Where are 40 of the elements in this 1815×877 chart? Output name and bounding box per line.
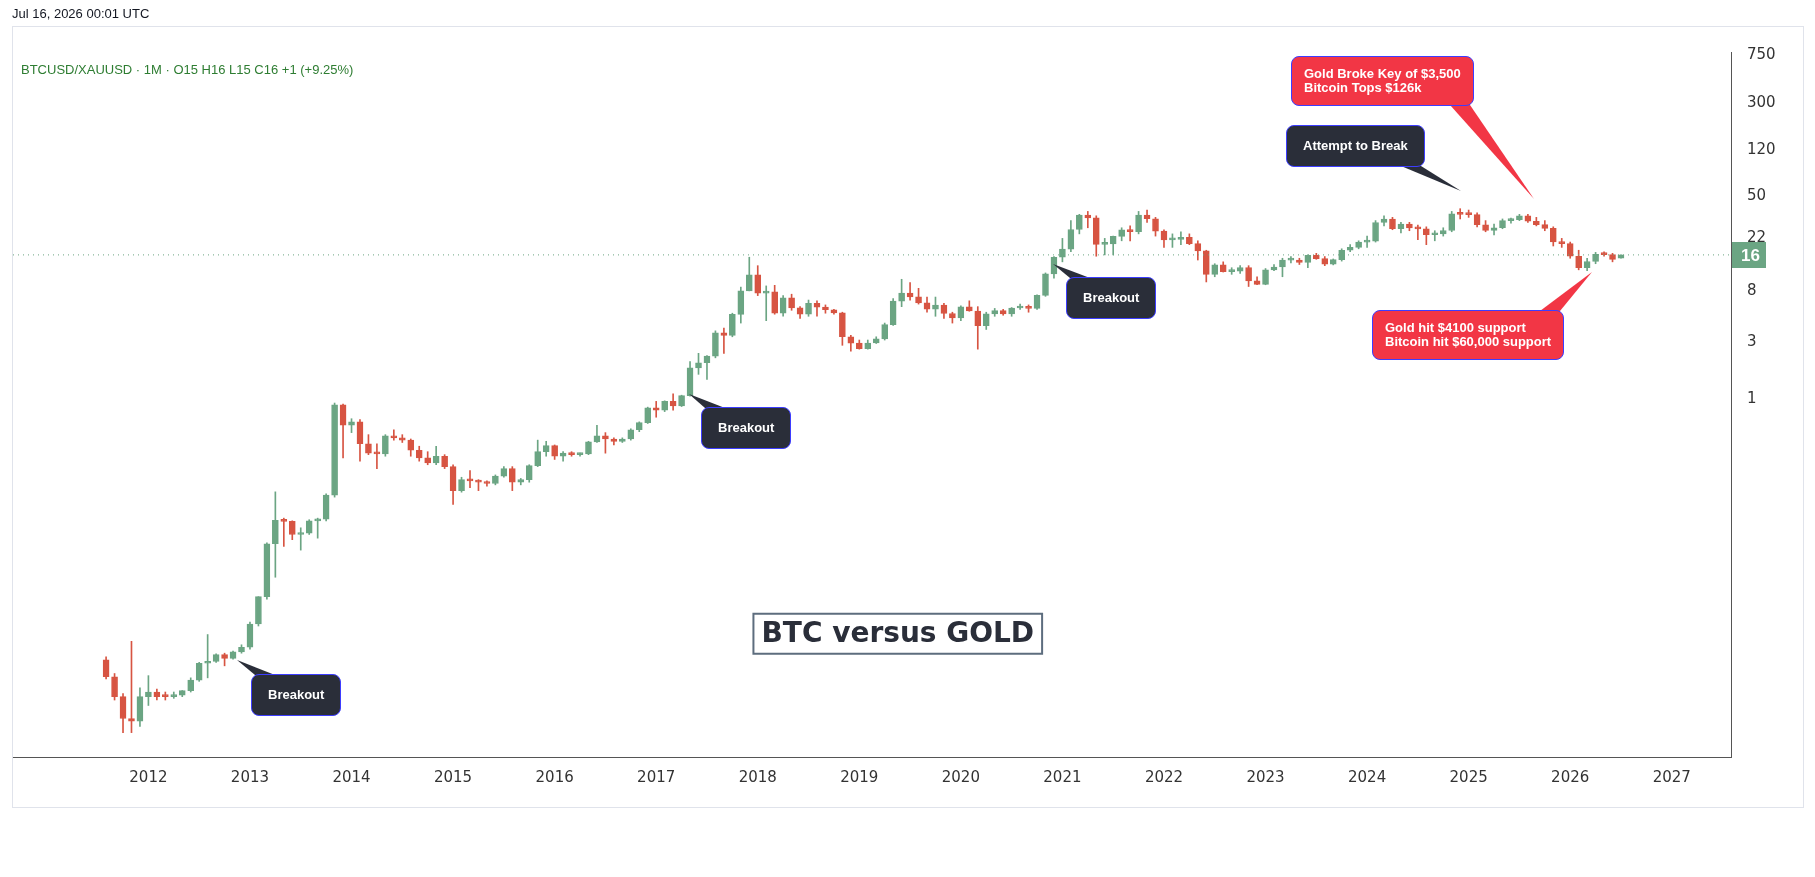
candlestick [314,517,321,539]
y-tick-label: 750 [1747,45,1776,64]
x-tick-label: 2022 [1144,767,1184,786]
annotation: Gold hit $4100 support Bitcoin hit $60,000 support [1372,310,1565,360]
annotation: Breakout [1066,277,1157,319]
text: BTC versus GOLD [761,615,1035,649]
annotation: Breakout [701,407,792,449]
x-tick-label: 2023 [1246,767,1285,786]
y-tick-label: 22 [1747,228,1767,247]
x-tick-label: 2025 [1449,767,1488,786]
candlestick [1177,231,1185,245]
x-tick-label: 2019 [840,767,879,786]
x-tick-label: 2020 [941,767,980,786]
candlestick [1126,225,1134,242]
x-tick-label: 2014 [332,767,371,786]
candlestick [652,401,660,418]
annotation: Attempt to Break [1286,125,1425,167]
x-tick-label: 2013 [230,767,270,786]
text: BTCUSD/XAUUSD · 1M · O15 H16 L15 C16 +1 (+9.25%) [21,62,354,78]
x-tick-label: 2021 [1043,767,1082,786]
x-tick-label: 2018 [738,767,777,786]
x-tick-label: 2017 [637,767,676,786]
x-tick-label: 2024 [1347,767,1387,786]
y-tick-label: 120 [1747,140,1776,159]
x-tick-label: 2016 [535,767,574,786]
x-tick-label: 2012 [129,767,168,786]
annotation: Gold Broke Key of $3,500 Bitcoin Tops $126k [1291,56,1474,106]
ref-line-label: 16 [1741,245,1760,265]
y-tick-label: 300 [1747,92,1776,111]
x-tick-label: 2026 [1551,767,1590,786]
y-tick-label: 1 [1747,388,1757,407]
candlestick [280,517,288,547]
y-tick-label: 8 [1747,280,1757,299]
text: Jul 16, 2026 00:01 UTC [12,6,150,21]
y-tick-label: 50 [1747,185,1767,204]
annotation: Breakout [251,674,342,716]
y-tick-label: 3 [1747,331,1757,350]
x-tick-label: 2027 [1652,767,1691,786]
x-tick-label: 2015 [433,767,473,786]
candlestick [297,527,305,551]
